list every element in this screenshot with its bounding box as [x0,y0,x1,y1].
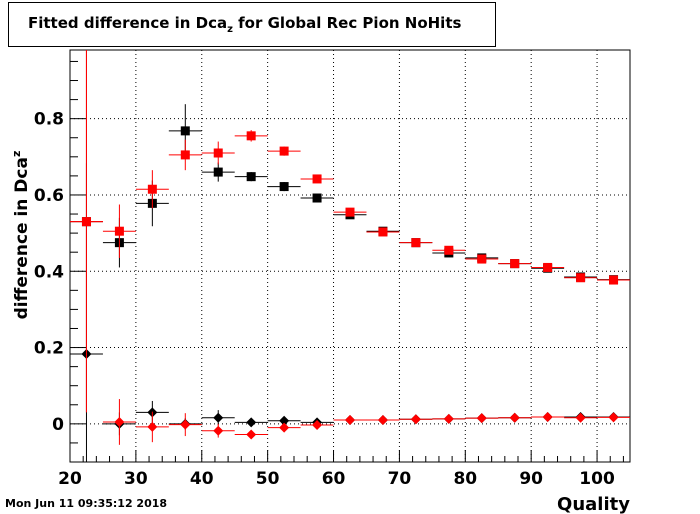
data-point [279,182,289,192]
data-point [609,275,619,285]
data-point [114,416,125,427]
data-point [213,148,223,158]
data-point [411,238,421,248]
y-tick-label: 0 [52,415,64,435]
plot-frame [69,49,631,463]
data-point [542,411,553,422]
x-tick-label: 80 [453,469,477,489]
y-axis-label-sub: z [10,151,23,157]
title-main: Fitted difference in Dca [28,14,228,32]
data-point [246,417,257,428]
data-point [246,131,256,141]
data-point [410,414,421,425]
data-point [345,415,355,426]
series-layer [70,50,630,462]
data-point [477,254,487,264]
y-tick-label: 0.2 [34,339,64,359]
data-point [180,419,191,430]
data-point [476,413,487,424]
data-point [510,259,520,269]
data-point [180,126,190,136]
data-point [213,167,223,177]
x-tick-label: 20 [58,469,82,489]
data-point [378,227,388,237]
data-point [279,146,289,156]
data-point [114,226,124,236]
grid-lines [70,50,630,462]
data-point [543,262,553,272]
chart-title: Fitted difference in Dcaz for Global Rec… [28,14,461,35]
y-tick-label: 0.8 [34,110,64,130]
y-tick-label: 0.4 [34,262,64,282]
data-point [279,422,290,433]
x-axis-label: Quality [557,494,630,514]
data-point [81,216,92,227]
data-point [147,184,157,194]
data-point [444,245,454,255]
title-box: Fitted difference in Dcaz for Global Rec… [8,2,496,47]
data-point [608,412,619,423]
data-point [443,413,454,424]
data-point [575,412,586,423]
data-point [312,419,323,430]
data-point [312,193,322,203]
x-tick-label: 60 [322,469,346,489]
data-point [576,273,586,283]
series-3 [70,50,630,445]
x-tick-label: 100 [579,469,615,489]
data-point [213,412,224,423]
title-rest: for Global Rec Pion NoHits [232,14,462,32]
data-point [213,425,224,436]
series-1 [70,50,630,413]
x-tick-label: 90 [519,469,543,489]
data-point [345,207,355,217]
y-tick-label: 0.6 [34,186,64,206]
data-point [180,150,190,160]
data-point [279,415,290,426]
data-point [312,174,322,184]
axis-ticks: 20 30 40 50 60 70 80 90 100 0 0.2 0.4 0.6 0.8 [34,60,624,489]
x-tick-label: 70 [388,469,412,489]
series-0 [70,50,630,413]
data-point [377,415,388,426]
y-axis-label-main: difference in Dca [12,157,32,319]
x-tick-label: 30 [124,469,148,489]
data-point [147,421,158,432]
x-tick-label: 50 [256,469,280,489]
x-tick-label: 40 [190,469,214,489]
data-point [246,172,256,182]
title-subscript: z [227,24,233,35]
data-point [509,412,520,423]
timestamp: Mon Jun 11 09:35:12 2018 [5,497,168,510]
data-point [246,429,257,440]
y-axis-label: difference in Dcaz [10,151,32,320]
